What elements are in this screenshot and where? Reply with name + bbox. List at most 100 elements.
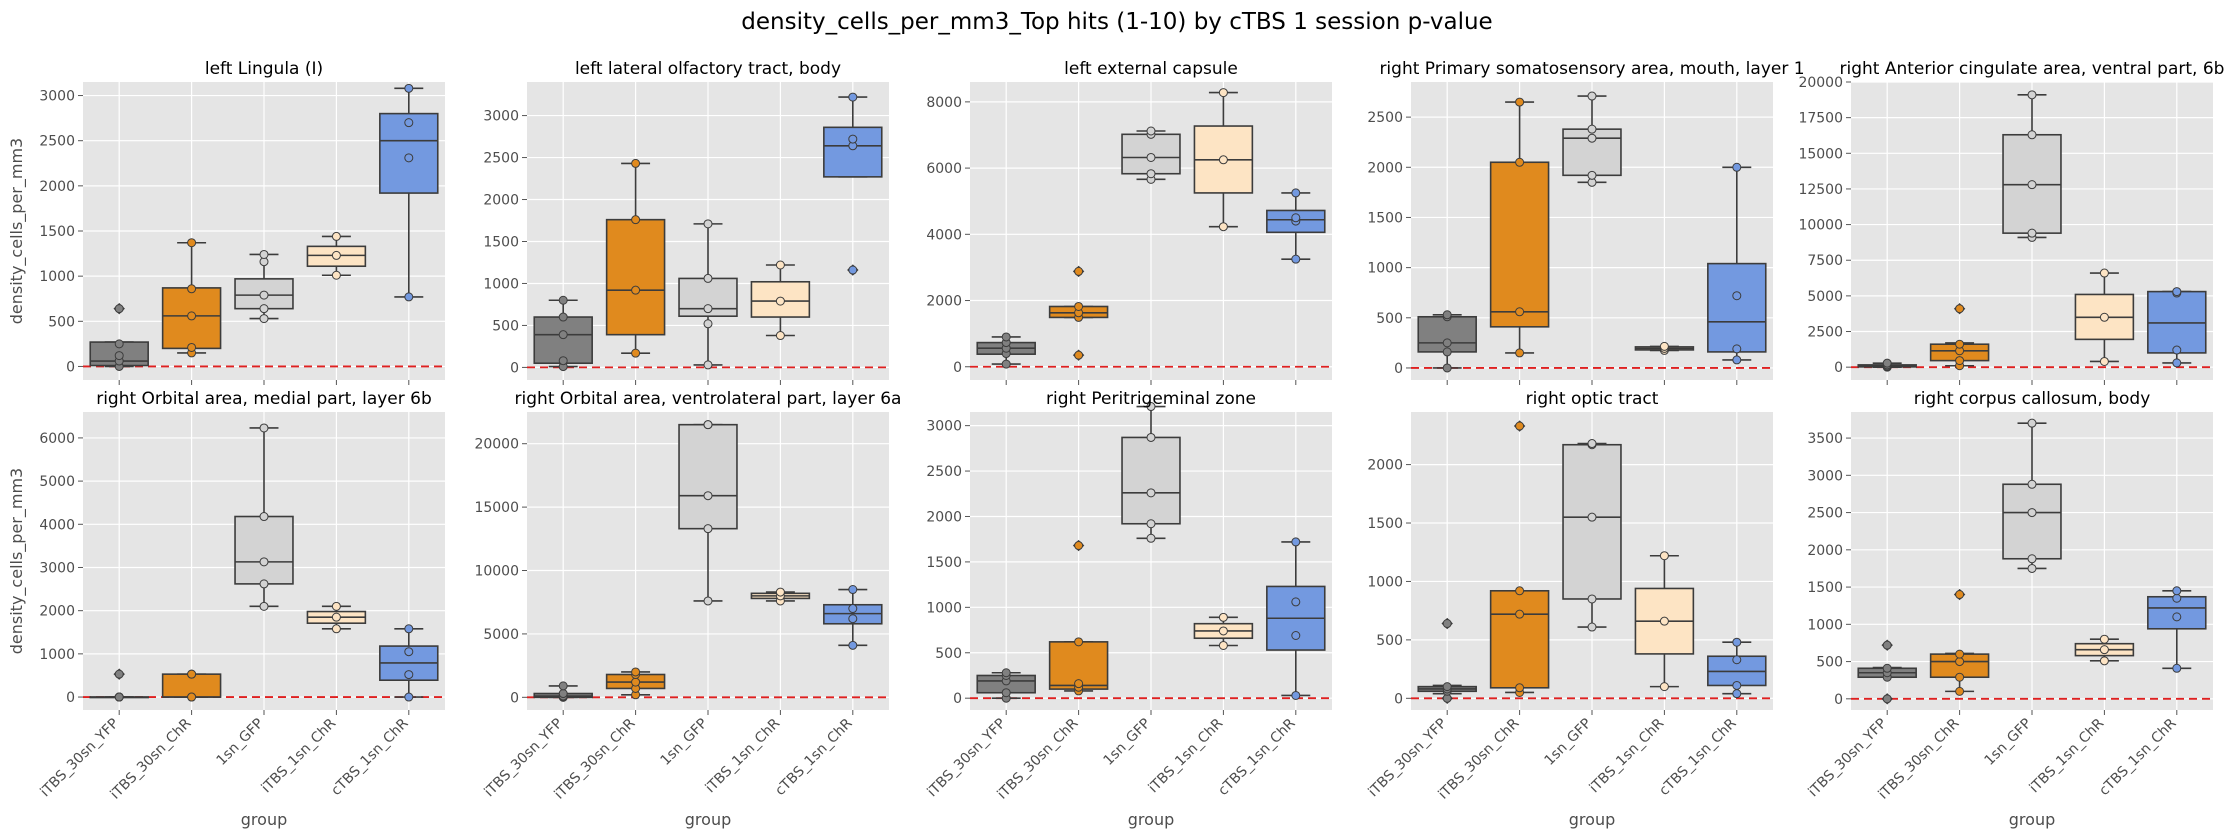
y-tick-label: 1500 (1367, 516, 1403, 532)
data-point (1587, 512, 1597, 522)
box-body (1562, 443, 1622, 600)
data-point (2099, 268, 2109, 278)
box-iTBS_30sn_ChR (161, 669, 222, 702)
data-point (259, 249, 269, 259)
y-tick-label: 1000 (483, 276, 519, 292)
data-point (259, 557, 269, 567)
data-point (2099, 356, 2109, 366)
data-point (187, 692, 197, 702)
box-cTBS_1sn_ChR (2147, 586, 2207, 673)
panel-title: left lateral olfactory tract, body (575, 59, 841, 79)
box-iTBS_1sn_ChR (1634, 341, 1695, 355)
data-point (775, 296, 785, 306)
y-tick-label: 2000 (926, 509, 962, 525)
box-iTBS_30sn_ChR (605, 158, 666, 358)
box-iTBS_30sn_ChR (161, 238, 222, 358)
box-cTBS_1sn_ChR (823, 585, 883, 650)
data-point (1146, 402, 1156, 412)
data-point (1882, 358, 1892, 368)
data-point (775, 260, 785, 270)
data-point (1515, 609, 1525, 619)
y-tick-label: 4000 (39, 517, 75, 533)
data-point (2027, 563, 2037, 573)
data-point (187, 238, 197, 248)
figure-title: density_cells_per_mm3_Top hits (1-10) by… (741, 9, 1492, 35)
data-point (1659, 682, 1669, 692)
data-point (1515, 348, 1525, 358)
data-point (1587, 124, 1597, 134)
box-iTBS_30sn_YFP (976, 332, 1036, 369)
x-tick-label: iTBS_30sn_YFP (481, 716, 566, 801)
data-point (1442, 310, 1452, 320)
data-point (703, 273, 713, 283)
data-point (703, 219, 713, 229)
y-tick-label: 10000 (1798, 218, 1843, 234)
data-point (1587, 622, 1597, 632)
panel-title: right Orbital area, ventrolateral part, … (515, 389, 902, 409)
data-point (187, 284, 197, 294)
y-tick-label: 2000 (926, 294, 962, 310)
y-tick-label: 0 (1834, 360, 1843, 376)
x-axis-label: group (685, 810, 731, 829)
data-point (404, 647, 414, 657)
data-point (1955, 356, 1965, 366)
x-tick-label: 1sn_GFP (1100, 716, 1153, 769)
box-body (1707, 262, 1767, 353)
data-point (1882, 663, 1892, 673)
data-point (558, 689, 568, 699)
data-point (2172, 612, 2182, 622)
data-point (1146, 533, 1156, 543)
data-point (1955, 339, 1965, 349)
data-point (1218, 155, 1228, 165)
x-axis-label: group (1128, 810, 1174, 829)
box-1sn_GFP (2002, 90, 2062, 242)
y-tick-label: 1000 (926, 600, 962, 616)
box-body (1489, 161, 1550, 328)
data-point (404, 624, 414, 634)
data-point (1587, 439, 1597, 449)
data-point (1218, 626, 1228, 636)
box-cTBS_1sn_ChR (379, 83, 439, 302)
box-iTBS_1sn_ChR (1193, 612, 1254, 650)
data-point (775, 331, 785, 341)
panel-10: 0 500 1000 1500 2000 2500 3000 3500 right corpus… (1805, 389, 2213, 829)
data-point (1587, 91, 1597, 101)
y-tick-label: 4000 (926, 227, 962, 243)
data-point (1442, 619, 1452, 629)
data-point (1955, 686, 1965, 696)
data-point (1001, 332, 1011, 342)
box-iTBS_30sn_YFP (1857, 639, 1917, 705)
box-cTBS_1sn_ChR (823, 92, 883, 276)
panel-1: 0 500 1000 1500 2000 2500 3000 left Lingula (I)… (7, 59, 445, 385)
data-point (1955, 657, 1965, 667)
data-point (259, 579, 269, 589)
box-iTBS_1sn_ChR (306, 231, 367, 280)
x-tick-label: iTBS_30sn_ChR (551, 715, 638, 802)
y-tick-label: 6000 (39, 431, 75, 447)
data-point (1587, 594, 1597, 604)
y-tick-label: 2500 (1807, 325, 1843, 341)
box-cTBS_1sn_ChR (2147, 287, 2207, 368)
y-tick-label: 2000 (483, 193, 519, 209)
data-point (1146, 152, 1156, 162)
data-point (703, 524, 713, 534)
box-body (533, 316, 593, 365)
y-tick-label: 2000 (39, 179, 75, 195)
data-point (2172, 287, 2182, 297)
box-body (678, 423, 738, 530)
y-tick-label: 3500 (1807, 431, 1843, 447)
data-point (1515, 586, 1525, 596)
data-point (404, 692, 414, 702)
panel-title: right Anterior cingulate area, ventral p… (1840, 59, 2225, 79)
data-point (259, 304, 269, 314)
data-point (1587, 170, 1597, 180)
data-point (848, 614, 858, 624)
data-point (1882, 640, 1892, 650)
data-point (558, 356, 568, 366)
y-tick-label: 6000 (926, 161, 962, 177)
box-1sn_GFP (678, 420, 738, 606)
box-cTBS_1sn_ChR (1266, 188, 1326, 264)
data-point (1442, 347, 1452, 357)
box-body (605, 218, 666, 336)
